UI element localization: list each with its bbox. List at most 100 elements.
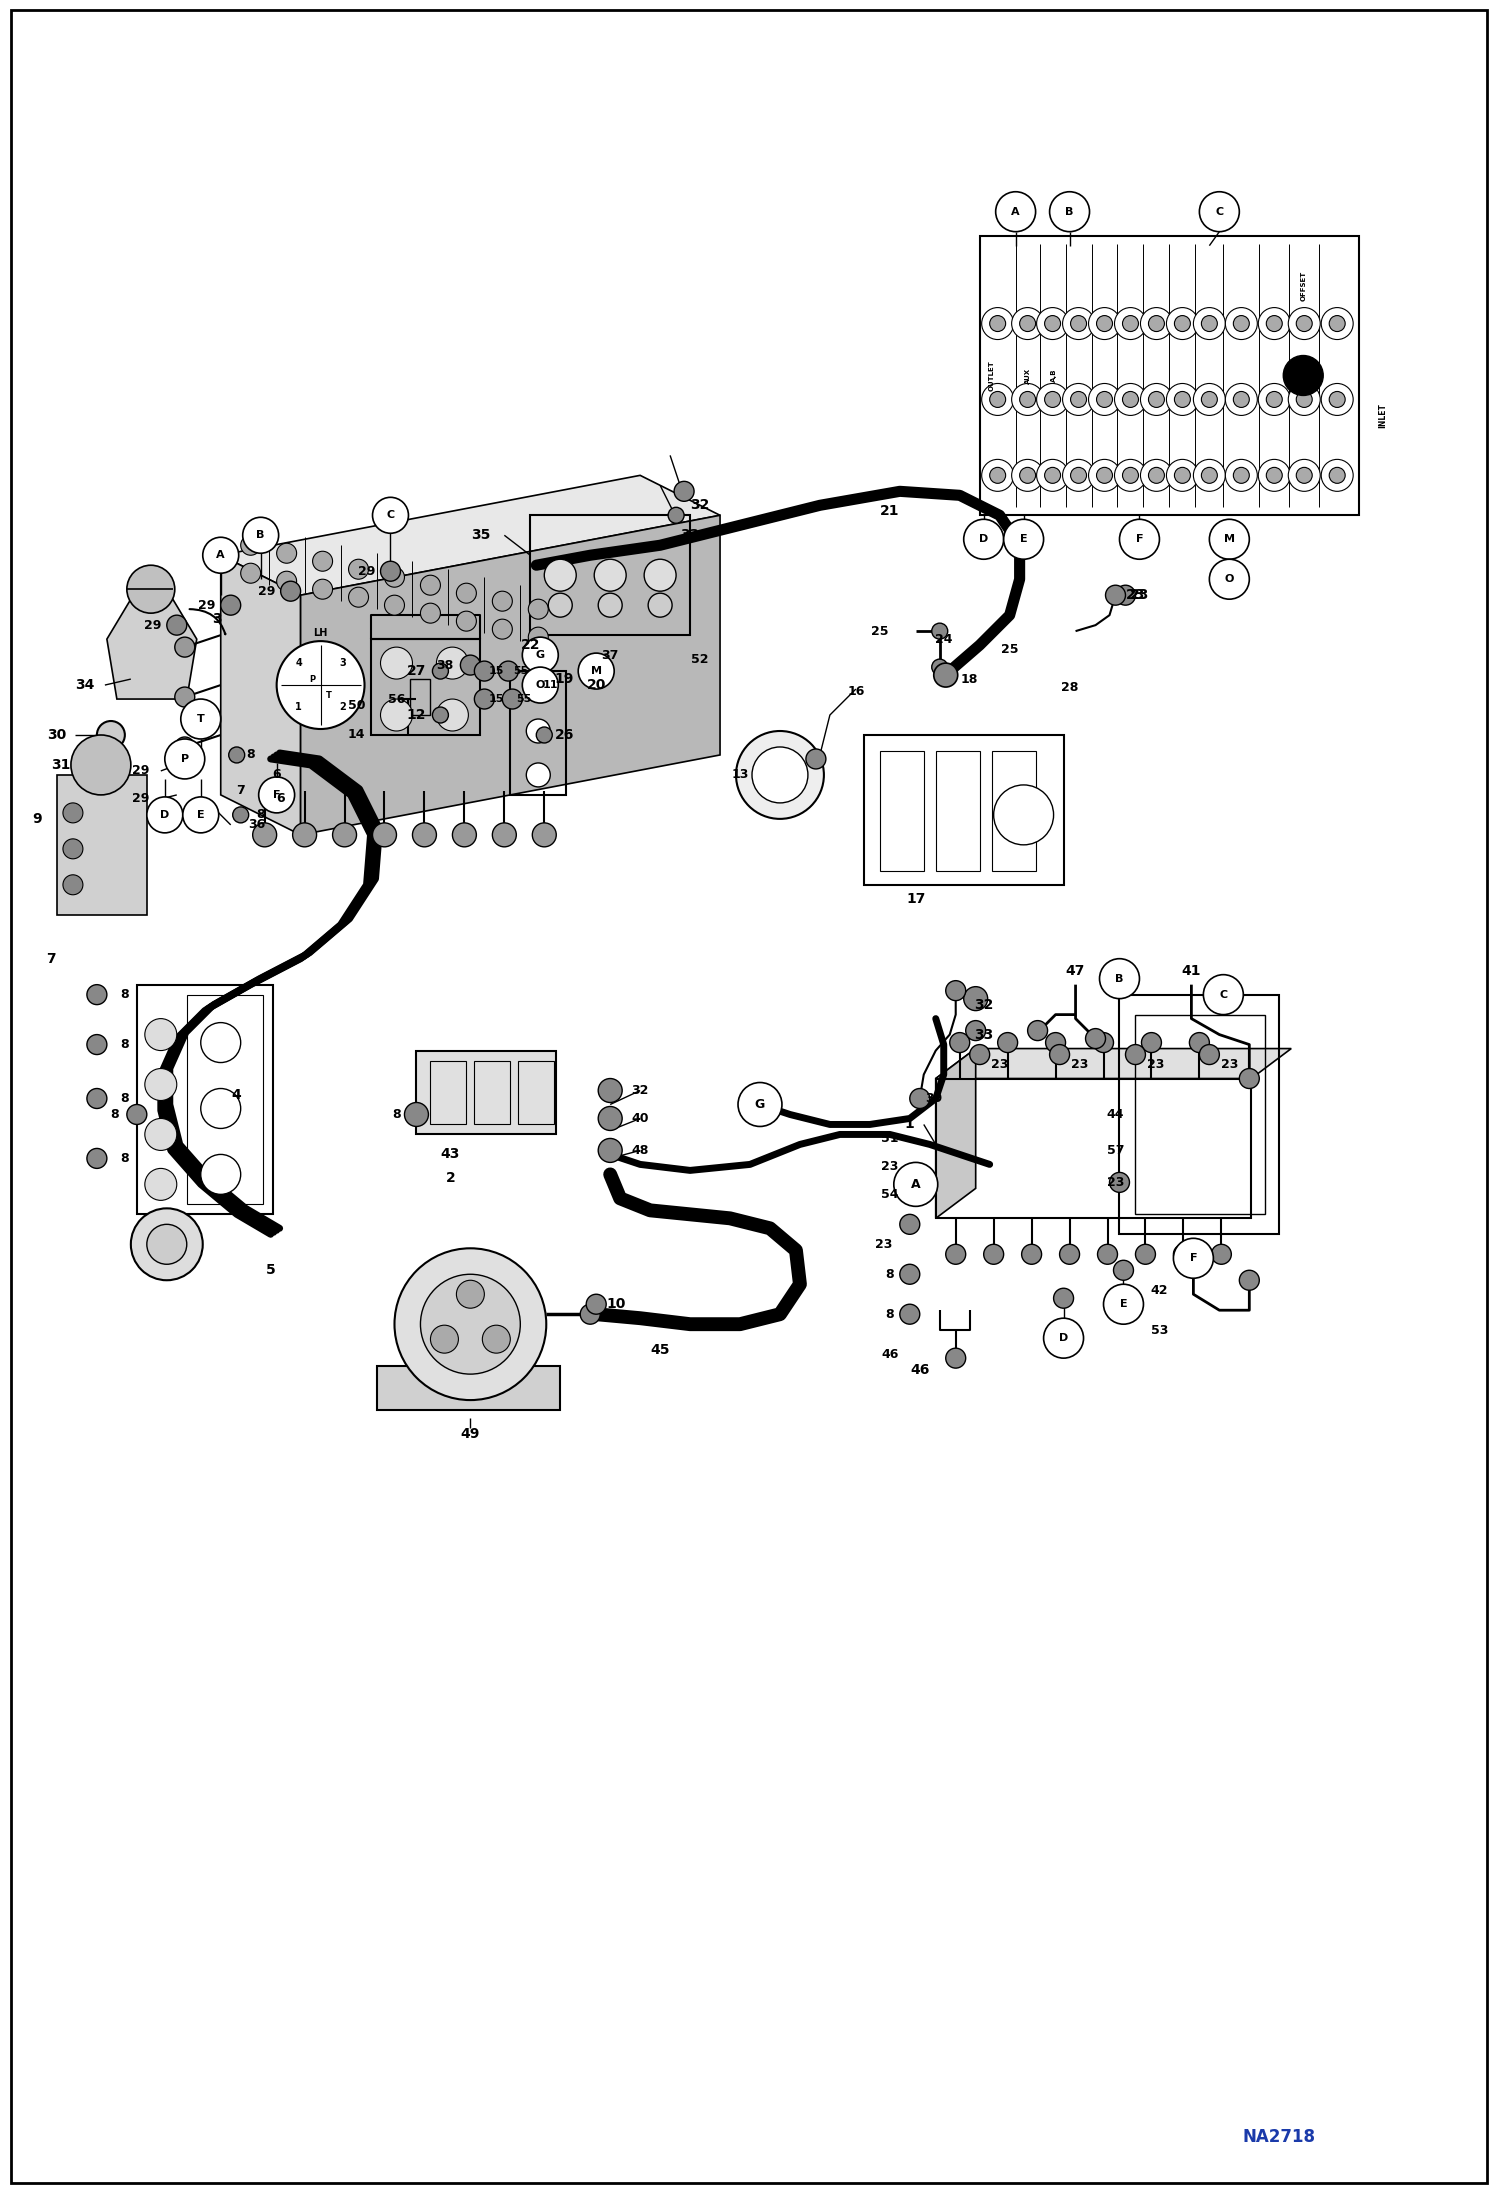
Text: OFFSET: OFFSET <box>1300 270 1306 300</box>
Circle shape <box>1296 393 1312 408</box>
Circle shape <box>526 719 550 743</box>
Circle shape <box>1233 467 1249 482</box>
Circle shape <box>421 575 440 594</box>
Circle shape <box>1173 1243 1194 1265</box>
Circle shape <box>241 564 261 583</box>
Text: 29: 29 <box>198 599 216 612</box>
Circle shape <box>493 618 512 638</box>
Circle shape <box>1062 384 1095 414</box>
Circle shape <box>963 987 987 1011</box>
Circle shape <box>145 1018 177 1050</box>
Text: G: G <box>536 649 545 660</box>
Polygon shape <box>220 476 721 594</box>
Text: AUX: AUX <box>1025 368 1031 384</box>
Circle shape <box>63 803 82 822</box>
Text: 29: 29 <box>132 792 150 805</box>
Circle shape <box>1209 520 1249 559</box>
Circle shape <box>1115 458 1146 491</box>
Text: 8: 8 <box>885 1307 894 1320</box>
Circle shape <box>421 603 440 623</box>
Circle shape <box>644 559 676 592</box>
Circle shape <box>981 384 1014 414</box>
Bar <box>475 1061 511 1125</box>
Text: D: D <box>1059 1333 1068 1342</box>
Bar <box>992 750 1035 871</box>
Text: 37: 37 <box>602 649 619 662</box>
Circle shape <box>1011 384 1044 414</box>
Circle shape <box>1258 307 1290 340</box>
Text: 23: 23 <box>881 1160 899 1173</box>
Circle shape <box>1115 384 1146 414</box>
Text: 8: 8 <box>120 1092 129 1105</box>
Circle shape <box>1266 393 1282 408</box>
Circle shape <box>932 623 948 638</box>
Circle shape <box>373 822 397 846</box>
Circle shape <box>739 1083 782 1127</box>
Circle shape <box>1141 1033 1161 1053</box>
Circle shape <box>349 559 369 579</box>
Circle shape <box>1140 458 1173 491</box>
Text: 8: 8 <box>111 1107 120 1121</box>
Text: 4: 4 <box>232 1088 241 1101</box>
Circle shape <box>1089 307 1121 340</box>
Circle shape <box>183 796 219 833</box>
Circle shape <box>998 1033 1017 1053</box>
Circle shape <box>1119 520 1159 559</box>
Text: E: E <box>1119 1298 1128 1309</box>
Bar <box>511 671 566 794</box>
Circle shape <box>933 662 957 686</box>
Circle shape <box>668 507 685 524</box>
Circle shape <box>232 807 249 822</box>
Circle shape <box>984 1243 1004 1265</box>
Text: 46: 46 <box>911 1364 929 1377</box>
Circle shape <box>1122 393 1138 408</box>
Text: 29: 29 <box>144 618 162 632</box>
Circle shape <box>201 1022 241 1064</box>
Text: 13: 13 <box>731 768 749 781</box>
Circle shape <box>277 544 297 564</box>
Circle shape <box>1201 316 1218 331</box>
Text: 26: 26 <box>554 728 574 741</box>
Text: 12: 12 <box>406 708 427 721</box>
Circle shape <box>502 689 523 708</box>
Text: 45: 45 <box>650 1342 670 1357</box>
Circle shape <box>181 700 220 739</box>
Text: 17: 17 <box>906 893 926 906</box>
Text: 25: 25 <box>870 625 888 638</box>
Circle shape <box>1239 1068 1260 1088</box>
Circle shape <box>313 579 333 599</box>
Text: 31: 31 <box>51 759 70 772</box>
Text: 5: 5 <box>265 1263 276 1276</box>
Circle shape <box>87 1088 106 1107</box>
Circle shape <box>147 796 183 833</box>
Circle shape <box>1167 458 1198 491</box>
Text: 36: 36 <box>249 818 265 831</box>
Circle shape <box>1004 520 1044 559</box>
Text: NA2718: NA2718 <box>1243 2127 1315 2147</box>
Circle shape <box>806 750 825 770</box>
Circle shape <box>580 1305 601 1325</box>
Circle shape <box>993 785 1053 844</box>
Circle shape <box>1028 1020 1047 1039</box>
Circle shape <box>1329 467 1345 482</box>
Circle shape <box>1194 307 1225 340</box>
Text: 56: 56 <box>388 693 404 706</box>
Circle shape <box>175 686 195 706</box>
Circle shape <box>1329 316 1345 331</box>
Text: 42: 42 <box>1150 1283 1168 1296</box>
Circle shape <box>380 700 412 730</box>
Circle shape <box>1140 384 1173 414</box>
Circle shape <box>536 728 553 743</box>
Circle shape <box>1200 1044 1219 1064</box>
Circle shape <box>380 647 412 680</box>
Text: 33: 33 <box>680 529 700 542</box>
Circle shape <box>736 730 824 818</box>
Circle shape <box>241 535 261 555</box>
Text: 40: 40 <box>631 1112 649 1125</box>
Text: T: T <box>325 691 331 700</box>
Circle shape <box>1149 316 1164 331</box>
Circle shape <box>1174 316 1191 331</box>
Circle shape <box>1201 467 1218 482</box>
Text: P: P <box>181 754 189 763</box>
Text: A: A <box>216 550 225 559</box>
